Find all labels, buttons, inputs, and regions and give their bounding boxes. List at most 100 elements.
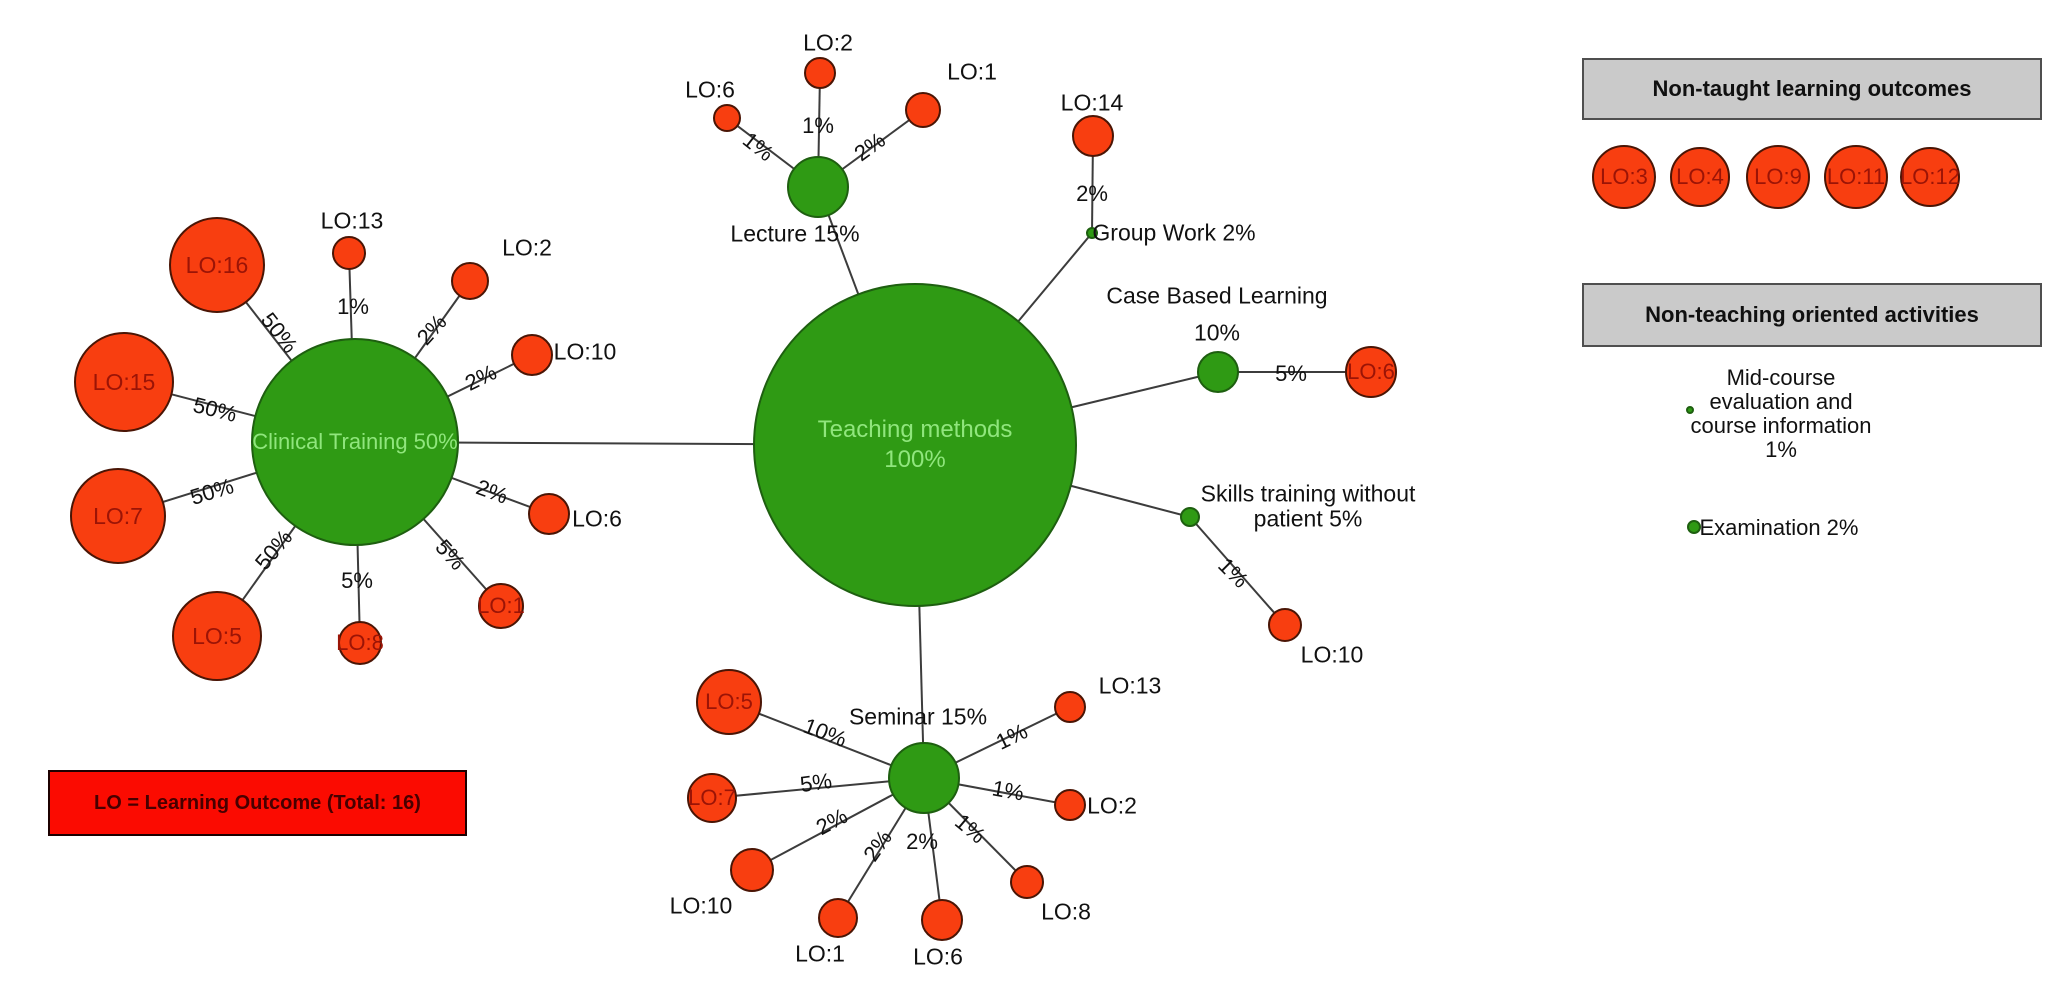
edge-label-clinical-training--lo16-clinical: 50%: [255, 307, 303, 358]
node-lo10-clinical: [511, 334, 553, 376]
node-label-lo9-legend: LO:9: [1754, 164, 1802, 190]
node-group-work: [1086, 227, 1098, 239]
node-lo6-lecture: [713, 104, 741, 132]
label-examination: Examination 2%: [1699, 515, 1859, 540]
edge-label-clinical-training--lo8-clinical: 5%: [341, 568, 373, 593]
label-lo10-skills: LO:10: [1300, 641, 1364, 668]
node-label-lo6-casebased: LO:6: [1347, 359, 1395, 385]
node-lo2-seminar: [1054, 789, 1086, 821]
node-lo1-clinical: LO:1: [477, 583, 525, 629]
label-lo14: LO:14: [1060, 89, 1124, 116]
node-label-lo5-clinical: LO:5: [192, 622, 242, 649]
node-skills-training: [1180, 507, 1200, 527]
label-skills-line2: patient 5%: [1253, 505, 1363, 532]
node-label-lo15-clinical: LO:15: [92, 368, 156, 395]
label-midcourse-line4: 1%: [1765, 437, 1797, 462]
edge-label-clinical-training--lo7-clinical: 50%: [187, 473, 237, 510]
label-case-based-line2: 10%: [1193, 319, 1241, 346]
note-box: LO = Learning Outcome (Total: 16): [48, 770, 467, 836]
label-midcourse-line2: evaluation and: [1709, 389, 1853, 414]
node-lo10-seminar: [730, 848, 774, 892]
node-label-lo12-legend: LO:12: [1900, 164, 1960, 190]
edge-skills-training--lo10-skills: [1189, 516, 1286, 626]
node-label-lo1-clinical: LO:1: [477, 593, 525, 619]
node-label-clinical-training: Clinical Training 50%: [252, 429, 458, 455]
edge-label-clinical-training--lo6-clinical: 2%: [472, 474, 512, 509]
edge-label-seminar--lo10-seminar: 2%: [811, 803, 852, 841]
edge-label-seminar--lo13-seminar: 1%: [992, 718, 1032, 755]
label-skills-line1: Skills training without: [1200, 480, 1416, 507]
node-lo11-legend: LO:11: [1824, 145, 1888, 209]
note-text: LO = Learning Outcome (Total: 16): [94, 791, 421, 814]
node-lo15-clinical: LO:15: [74, 332, 174, 432]
node-lo13-seminar: [1054, 691, 1086, 723]
node-label-lo7-seminar: LO:7: [688, 785, 736, 811]
node-lo7-clinical: LO:7: [70, 468, 166, 564]
edge-label-case-based-learning--lo6-casebased: 5%: [1275, 361, 1307, 386]
node-lo6-casebased: LO:6: [1345, 346, 1397, 398]
node-lo4-legend: LO:4: [1670, 147, 1730, 207]
node-label-lo3-legend: LO:3: [1600, 164, 1648, 190]
node-lo6-seminar: [921, 899, 963, 941]
edge-label-clinical-training--lo1-clinical: 5%: [430, 534, 471, 575]
label-lo13-clinical: LO:13: [320, 207, 384, 234]
label-lo2-lecture: LO:2: [803, 29, 853, 56]
edge-label-lecture--lo6-lecture: 1%: [738, 126, 779, 167]
node-label-lo8-clinical: LO:8: [336, 630, 384, 656]
legend-non-teaching-title: Non-teaching oriented activities: [1645, 302, 1979, 327]
edge-label-clinical-training--lo2-clinical: 2%: [411, 309, 452, 350]
label-lo6-seminar: LO:6: [913, 943, 963, 970]
label-midcourse-line3: course information: [1690, 413, 1872, 438]
label-lecture: Lecture 15%: [730, 220, 860, 247]
legend-non-taught-title: Non-taught learning outcomes: [1652, 76, 1972, 101]
label-lo2-clinical: LO:2: [502, 234, 552, 261]
node-teaching-methods: Teaching methods 100%: [753, 283, 1077, 607]
label-lo2-seminar: LO:2: [1087, 792, 1137, 819]
node-label-teaching-methods: Teaching methods: [817, 416, 1013, 443]
edge-label-clinical-training--lo15-clinical: 50%: [190, 392, 240, 427]
node-lo16-clinical: LO:16: [169, 217, 265, 313]
edge-label-seminar--lo5-seminar: 10%: [800, 712, 851, 753]
node-clinical-training: Clinical Training 50%: [251, 338, 459, 546]
node-lo9-legend: LO:9: [1746, 145, 1810, 209]
node-label-lo4-legend: LO:4: [1676, 164, 1724, 190]
node-label-lo5-seminar: LO:5: [705, 689, 753, 715]
node-lo13-clinical: [332, 236, 366, 270]
edge-label-seminar--lo6-seminar: 2%: [906, 829, 938, 854]
edge-label-seminar--lo7-seminar: 5%: [798, 767, 834, 798]
edge-label-lo14-groupwork--group-work: 2%: [1076, 181, 1108, 206]
node-lo8-clinical: LO:8: [336, 621, 384, 665]
node-lecture: [787, 156, 849, 218]
node-lo8-seminar: [1010, 865, 1044, 899]
node-lo1-lecture: [905, 92, 941, 128]
node-lo1-seminar: [818, 898, 858, 938]
edge-label-clinical-training--lo13-clinical: 1%: [337, 294, 369, 319]
label-lo1-seminar: LO:1: [795, 940, 845, 967]
node-label-teaching-methods: 100%: [884, 446, 946, 473]
label-lo10-seminar: LO:10: [669, 892, 733, 919]
node-label-lo16-clinical: LO:16: [185, 251, 249, 278]
label-lo1-lecture: LO:1: [947, 58, 997, 85]
label-seminar: Seminar 15%: [848, 703, 988, 730]
node-lo2-lecture: [804, 57, 836, 89]
node-lo14-groupwork: [1072, 115, 1114, 157]
edge-label-seminar--lo8-seminar: 1%: [950, 808, 991, 849]
node-dot-midcourse: [1686, 406, 1694, 414]
label-lo13-seminar: LO:13: [1098, 672, 1162, 699]
edge-label-lecture--lo1-lecture: 2%: [849, 127, 890, 167]
edge-label-lecture--lo2-lecture: 1%: [802, 113, 834, 138]
edge-label-clinical-training--lo10-clinical: 2%: [461, 359, 501, 396]
node-lo7-seminar: LO:7: [687, 773, 737, 823]
node-label-lo7-clinical: LO:7: [93, 502, 143, 529]
node-lo12-legend: LO:12: [1900, 147, 1960, 207]
node-lo2-clinical: [451, 262, 489, 300]
label-lo6-clinical: LO:6: [572, 505, 622, 532]
node-lo3-legend: LO:3: [1592, 145, 1656, 209]
node-lo5-clinical: LO:5: [172, 591, 262, 681]
edge-label-clinical-training--lo5-clinical: 50%: [249, 524, 298, 575]
legend-non-taught-box: Non-taught learning outcomes: [1582, 58, 2042, 120]
node-lo5-seminar: LO:5: [696, 669, 762, 735]
label-lo8-seminar: LO:8: [1041, 898, 1091, 925]
